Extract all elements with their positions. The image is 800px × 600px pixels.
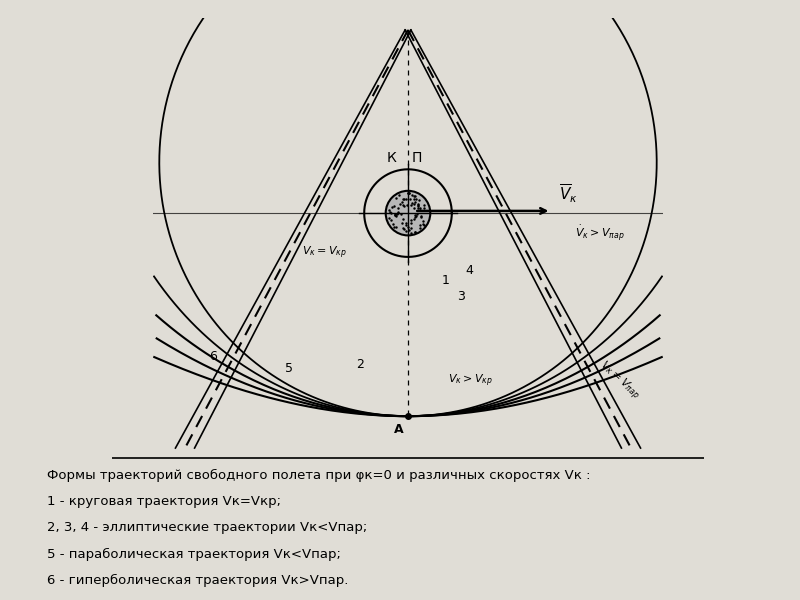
Text: 5 - параболическая траектория Vк<Vпар;: 5 - параболическая траектория Vк<Vпар; [47,548,342,561]
Text: 1: 1 [442,274,450,287]
Text: $\overline{V}_{\kappa}$: $\overline{V}_{\kappa}$ [559,182,578,205]
Text: $\dot{V}_{\kappa}>V_{\pi ap}$: $\dot{V}_{\kappa}>V_{\pi ap}$ [575,223,625,243]
Text: Формы траекторий свободного полета при φк=0 и различных скоростях Vк :: Формы траекторий свободного полета при φ… [47,469,591,482]
Text: $V_{\kappa}=V_{\pi ap}$: $V_{\kappa}=V_{\pi ap}$ [595,358,643,403]
Text: 6 - гиперболическая траектория Vк>Vпар.: 6 - гиперболическая траектория Vк>Vпар. [47,574,349,587]
Text: К: К [386,151,396,166]
Text: A: A [394,422,403,436]
Text: $V_{\kappa}=V_{\kappa p}$: $V_{\kappa}=V_{\kappa p}$ [302,245,347,261]
Text: 4: 4 [466,264,474,277]
Text: П: П [412,151,422,166]
Text: 5: 5 [285,362,293,375]
Text: 2, 3, 4 - эллиптические траектории Vк<Vпар;: 2, 3, 4 - эллиптические траектории Vк<Vп… [47,521,368,535]
Text: 2: 2 [356,358,364,371]
Text: 6: 6 [209,350,217,363]
Circle shape [386,191,430,235]
Text: 3: 3 [458,290,466,303]
Text: $V_{\kappa}>V_{\kappa p}$: $V_{\kappa}>V_{\kappa p}$ [448,372,493,389]
Text: 1 - круговая траектория Vк=Vкр;: 1 - круговая траектория Vк=Vкр; [47,495,282,508]
